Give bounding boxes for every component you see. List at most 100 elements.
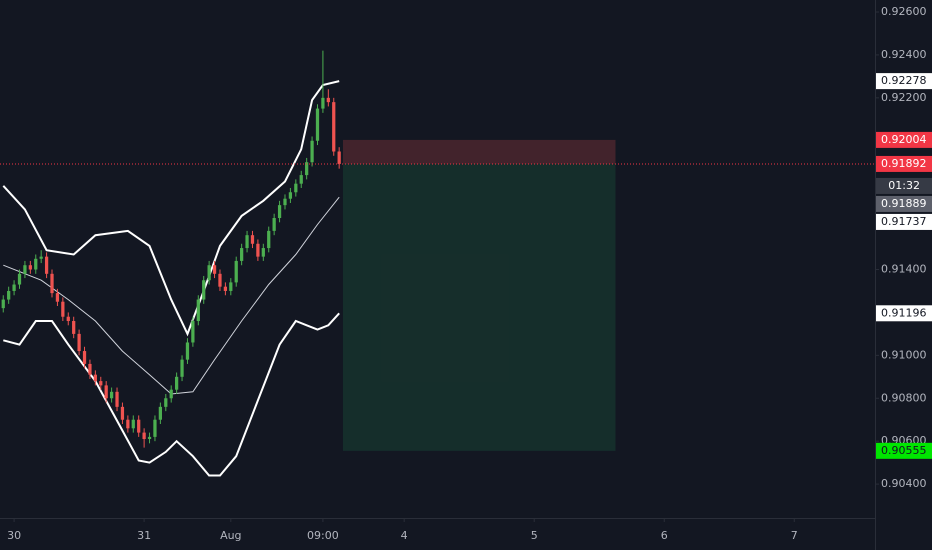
candle-body [66, 316, 70, 322]
candle-body [310, 140, 314, 163]
candle-body [88, 363, 92, 375]
candle-body [109, 391, 114, 399]
candle-body [305, 162, 309, 176]
candle-body [191, 321, 195, 343]
candle-body [267, 230, 271, 249]
candle-body [277, 205, 282, 219]
candle-body [153, 419, 157, 437]
y-tick-label: 0.91400 [881, 263, 927, 276]
x-tick-label: 4 [401, 529, 408, 542]
y-tick-label: 0.91000 [881, 348, 927, 361]
candle-body [250, 235, 255, 244]
target-zone [342, 163, 616, 451]
candle-body [245, 235, 249, 249]
y-tick-label: 0.90800 [881, 391, 927, 404]
candle-body [185, 342, 190, 360]
candle-body [131, 419, 135, 429]
candle-body [82, 351, 87, 364]
candle-body [39, 256, 43, 259]
price-label: 0.91889 [881, 197, 927, 210]
price-label-box [876, 305, 932, 322]
candle-body [99, 381, 103, 386]
candle-body [137, 419, 141, 433]
price-label-box [876, 442, 932, 459]
x-tick-label: 6 [661, 529, 668, 542]
candle-body [142, 432, 146, 440]
candle-body [175, 376, 179, 390]
candle-body [104, 385, 108, 399]
candle-body [256, 243, 260, 257]
x-tick-label: Aug [220, 529, 241, 542]
price-label-box [876, 73, 932, 90]
x-tick-label: 31 [137, 529, 151, 542]
band-line [3, 196, 340, 395]
candle-body [207, 265, 211, 281]
countdown-box [876, 177, 932, 194]
countdown: 01:32 [888, 179, 920, 192]
candle-body [28, 265, 32, 270]
price-label-box [876, 131, 932, 148]
price-label: 0.91892 [881, 157, 927, 170]
price-label-box [876, 195, 932, 212]
price-label: 0.92278 [881, 74, 927, 87]
candle-body [223, 286, 228, 291]
candle-body [326, 97, 330, 103]
candle-body [321, 97, 325, 109]
price-label: 0.92004 [881, 133, 927, 146]
price-label-box [876, 155, 932, 172]
candle-body [61, 301, 65, 317]
candle-body [283, 198, 287, 206]
candle-body [164, 398, 168, 407]
candle-body [17, 273, 22, 285]
candle-body [7, 290, 11, 300]
candle-body [299, 175, 303, 184]
candle-body [332, 102, 336, 152]
candle-body [147, 436, 152, 440]
candle-body [294, 183, 298, 193]
y-tick-label: 0.92200 [881, 91, 927, 104]
price-label: 0.91196 [881, 306, 927, 319]
stop-zone [342, 139, 616, 164]
candle-body [12, 284, 16, 291]
x-tick-label: 30 [7, 529, 21, 542]
x-tick-label: 7 [791, 529, 798, 542]
candle-body [337, 151, 341, 164]
candle-body [202, 280, 206, 300]
candle-body [261, 248, 265, 257]
candle-body [196, 299, 200, 322]
candle-body [72, 321, 76, 334]
candle-body [212, 265, 217, 274]
candle-body [50, 273, 54, 294]
y-tick-label: 0.90400 [881, 477, 927, 490]
candle-body [77, 333, 81, 352]
candle-body [93, 374, 97, 382]
y-tick-label: 0.92400 [881, 48, 927, 61]
candle-body [158, 406, 162, 420]
candle-body [34, 258, 38, 270]
y-tick-label: 0.92600 [881, 5, 927, 18]
candle-body [55, 293, 60, 302]
candle-body [23, 265, 27, 274]
candle-body [1, 299, 5, 309]
candle-body [240, 248, 244, 261]
candle-body [315, 108, 320, 141]
price-label: 0.90555 [881, 444, 927, 457]
candle-body [229, 282, 233, 291]
candle-body [126, 419, 130, 429]
candle-body [180, 359, 184, 377]
price-label-box [876, 213, 932, 230]
candle-body [218, 273, 222, 287]
x-tick-label: 5 [531, 529, 538, 542]
candle-body [120, 406, 125, 420]
price-label: 0.91737 [881, 215, 927, 228]
candle-body [115, 391, 119, 407]
candle-body [169, 389, 173, 399]
x-tick-label: 09:00 [307, 529, 339, 542]
candle-body [234, 260, 238, 283]
band-line [2, 80, 340, 337]
band-line [3, 312, 340, 477]
candle-body [272, 218, 276, 231]
candle-body [288, 192, 293, 199]
